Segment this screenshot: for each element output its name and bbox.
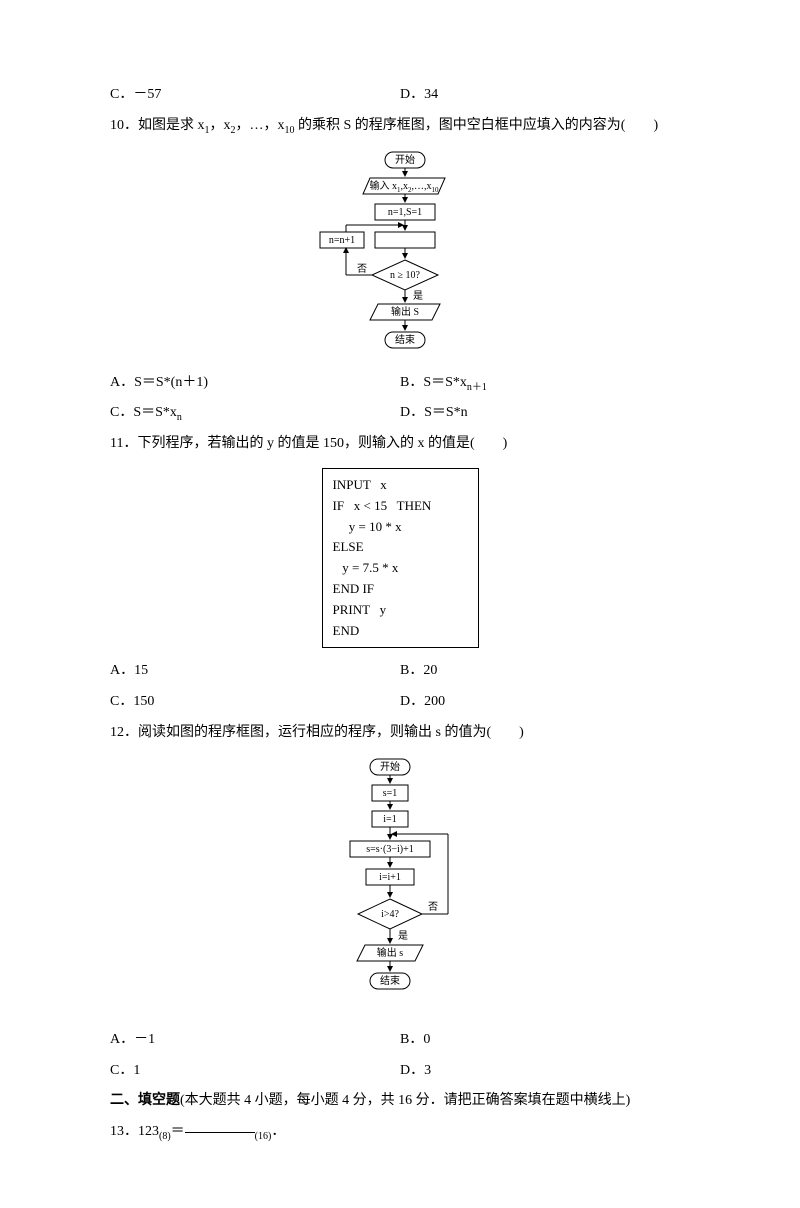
q11-code-box: INPUT x IF x < 15 THEN y = 10 * x ELSE y…	[322, 468, 479, 648]
q11-c5: y = 7.5 * x	[333, 558, 468, 579]
q9-options-cd: C．－57 D．34	[110, 80, 690, 111]
q12-opt-b: B．0	[400, 1025, 690, 1056]
q10-stem-a: 10．如图是求 x	[110, 118, 205, 133]
q10-opt-b-t: B．S＝S*x	[400, 375, 467, 390]
q10-stem-b: ，x	[210, 118, 231, 133]
q11-c1: INPUT x	[333, 475, 468, 496]
svg-text:i=i+1: i=i+1	[379, 872, 401, 883]
q11-c4: ELSE	[333, 537, 468, 558]
q11-stem: 11．下列程序，若输出的 y 的值是 150，则输入的 x 的值是( )	[110, 429, 690, 460]
q12-options-cd: C．1 D．3	[110, 1056, 690, 1087]
q10-sub10: 10	[285, 125, 295, 136]
svg-text:输入 x1,x2,…,x10: 输入 x1,x2,…,x10	[370, 179, 440, 194]
q10-opt-b: B．S＝S*xn＋1	[400, 368, 690, 399]
svg-text:i>4?: i>4?	[381, 909, 399, 920]
q11-options-cd: C．150 D．200	[110, 687, 690, 718]
q10-stem-d: 的乘积 S 的程序框图，图中空白框中应填入的内容为( )	[295, 118, 659, 133]
svg-text:否: 否	[357, 263, 367, 275]
q11-opt-d: D．200	[400, 687, 690, 718]
q9-opt-d: D．34	[400, 80, 690, 111]
q11-c6: END IF	[333, 579, 468, 600]
q10-opt-a: A．S＝S*(n＋1)	[110, 368, 400, 399]
q11-opt-b: B．20	[400, 656, 690, 687]
svg-text:s=s·(3−i)+1: s=s·(3−i)+1	[366, 844, 413, 855]
q10-stem: 10．如图是求 x1，x2，…，x10 的乘积 S 的程序框图，图中空白框中应填…	[110, 111, 690, 142]
svg-text:是: 是	[413, 290, 423, 302]
svg-text:开始: 开始	[395, 153, 415, 166]
q11-c3: y = 10 * x	[333, 517, 468, 538]
svg-text:结束: 结束	[380, 974, 400, 987]
q10-stem-c: ，…，x	[236, 118, 285, 133]
q11-opt-c: C．150	[110, 687, 400, 718]
q11-code-wrap: INPUT x IF x < 15 THEN y = 10 * x ELSE y…	[110, 468, 690, 648]
q10-options-cd: C．S＝S*xn D．S＝S*n	[110, 398, 690, 429]
q13-s8: (8)	[159, 1131, 171, 1142]
svg-text:n=1,S=1: n=1,S=1	[388, 207, 422, 218]
section-2-header: 二、填空题(本大题共 4 小题，每小题 4 分，共 16 分．请把正确答案填在题…	[110, 1086, 690, 1117]
svg-text:n=n+1: n=n+1	[329, 235, 355, 246]
q11-c2: IF x < 15 THEN	[333, 496, 468, 517]
q10-opt-c-t: C．S＝S*x	[110, 405, 177, 420]
q12-opt-c: C．1	[110, 1056, 400, 1087]
q10-opt-c: C．S＝S*xn	[110, 398, 400, 429]
q11-c7: PRINT y	[333, 600, 468, 621]
q10-opt-c-s: n	[177, 412, 182, 423]
q13: 13．123(8)＝(16)．	[110, 1117, 690, 1148]
q12-flowchart-svg: 开始 s=1 i=1 s=s·(3−i)+1 i=i+1 i>4? 否 是 输出…	[320, 757, 480, 1017]
q10-opt-b-s: n＋1	[467, 381, 487, 392]
q12-opt-a: A．－1	[110, 1025, 400, 1056]
q10-opt-d: D．S＝S*n	[400, 398, 690, 429]
q10-flowchart-svg: 开始 输入 x1,x2,…,x10 n=1,S=1 n ≥ 10? 否 n=n+…	[310, 150, 490, 360]
svg-text:开始: 开始	[380, 760, 400, 773]
q10-options-ab: A．S＝S*(n＋1) B．S＝S*xn＋1	[110, 368, 690, 399]
svg-text:输出 s: 输出 s	[377, 946, 403, 959]
svg-text:s=1: s=1	[383, 788, 398, 799]
q11-c8: END	[333, 621, 468, 642]
svg-text:n ≥ 10?: n ≥ 10?	[390, 270, 420, 281]
svg-text:i=1: i=1	[383, 814, 396, 825]
svg-text:是: 是	[398, 930, 408, 942]
q9-opt-c: C．－57	[110, 80, 400, 111]
svg-text:结束: 结束	[395, 333, 415, 346]
q10-flowchart: 开始 输入 x1,x2,…,x10 n=1,S=1 n ≥ 10? 否 n=n+…	[110, 150, 690, 360]
q13-blank	[185, 1132, 255, 1133]
q12-stem: 12．阅读如图的程序框图，运行相应的程序，则输出 s 的值为( )	[110, 718, 690, 749]
q12-flowchart: 开始 s=1 i=1 s=s·(3−i)+1 i=i+1 i>4? 否 是 输出…	[110, 757, 690, 1017]
q11-options-ab: A．15 B．20	[110, 656, 690, 687]
q12-opt-d: D．3	[400, 1056, 690, 1087]
svg-text:输出 S: 输出 S	[391, 305, 419, 318]
q11-opt-a: A．15	[110, 656, 400, 687]
q13-s16: (16)	[255, 1131, 272, 1142]
svg-text:否: 否	[428, 901, 438, 913]
q12-options-ab: A．－1 B．0	[110, 1025, 690, 1056]
